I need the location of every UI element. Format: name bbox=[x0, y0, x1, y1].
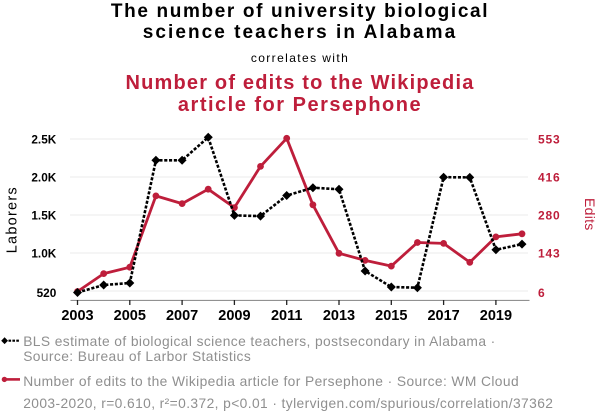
svg-text:2007: 2007 bbox=[166, 308, 198, 324]
svg-text:2.0K: 2.0K bbox=[31, 170, 56, 184]
svg-text:Edits: Edits bbox=[582, 198, 598, 231]
svg-text:280: 280 bbox=[538, 208, 560, 222]
svg-text:2009: 2009 bbox=[218, 308, 250, 324]
svg-text:6: 6 bbox=[538, 286, 545, 300]
svg-text:2013: 2013 bbox=[323, 308, 355, 324]
svg-text:553: 553 bbox=[538, 132, 560, 146]
svg-text:2003: 2003 bbox=[61, 308, 93, 324]
svg-text:2015: 2015 bbox=[375, 308, 407, 324]
svg-text:2011: 2011 bbox=[271, 308, 302, 324]
svg-text:520: 520 bbox=[37, 286, 57, 300]
svg-text:143: 143 bbox=[538, 246, 560, 260]
svg-text:2019: 2019 bbox=[480, 308, 512, 324]
svg-text:1.0K: 1.0K bbox=[31, 246, 56, 260]
svg-text:2.5K: 2.5K bbox=[31, 132, 56, 146]
svg-text:416: 416 bbox=[538, 170, 560, 184]
svg-text:1.5K: 1.5K bbox=[31, 208, 56, 222]
svg-text:Laborers: Laborers bbox=[5, 186, 21, 253]
svg-text:2005: 2005 bbox=[114, 308, 146, 324]
svg-text:2017: 2017 bbox=[427, 308, 459, 324]
